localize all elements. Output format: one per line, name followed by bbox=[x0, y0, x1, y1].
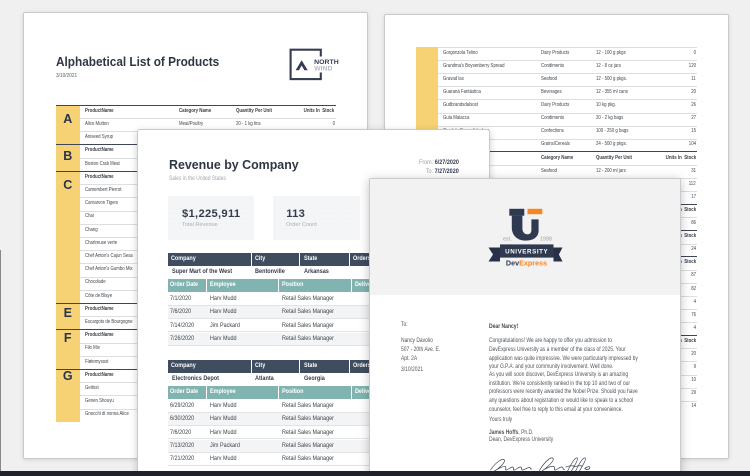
svg-text:NORTH: NORTH bbox=[314, 59, 339, 66]
svg-text:1998: 1998 bbox=[540, 237, 552, 243]
svg-text:UNIVERSITY: UNIVERSITY bbox=[505, 248, 548, 255]
svg-text:WIND: WIND bbox=[314, 66, 333, 73]
svg-text:DevExpress: DevExpress bbox=[506, 258, 547, 267]
svg-text:est.: est. bbox=[503, 237, 512, 243]
